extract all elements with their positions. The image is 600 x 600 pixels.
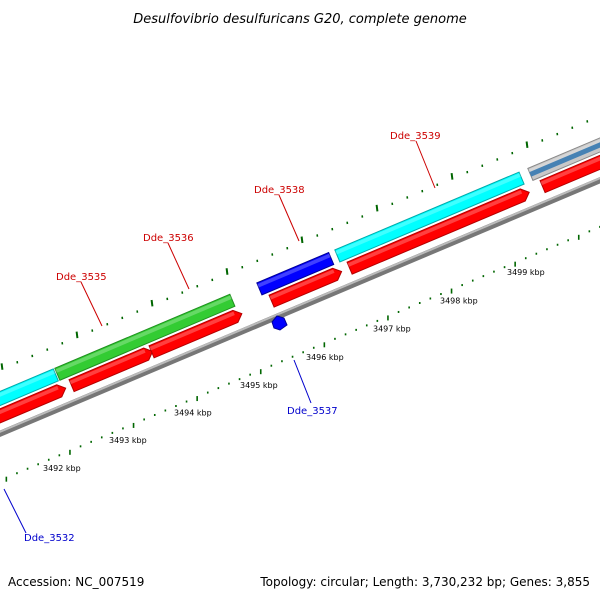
cds-red-lower-2[interactable] <box>68 347 154 393</box>
leader-dde3535 <box>80 281 103 327</box>
upper-tick-major <box>225 268 229 275</box>
accession-text: Accession: NC_007519 <box>8 575 144 589</box>
gene-label-dde3538[interactable]: Dde_3538 <box>254 185 305 196</box>
gene-labels: Dde_3539 Dde_3538 Dde_3536 Dde_3535 Dde_… <box>24 131 441 544</box>
axis-label: 3492 kbp <box>43 464 81 473</box>
gene-label-dde3535[interactable]: Dde_3535 <box>56 272 107 283</box>
axis-label: 3499 kbp <box>507 268 545 277</box>
upper-tick-major <box>450 173 454 180</box>
cds-red-lower-6[interactable] <box>539 152 600 194</box>
leader-dde3538 <box>278 194 300 242</box>
axis-label: 3498 kbp <box>440 296 478 305</box>
label-leaders <box>3 140 436 534</box>
genome-summary-text: Topology: circular; Length: 3,730,232 bp… <box>259 575 590 589</box>
upper-tick-row <box>0 120 589 370</box>
cds-cyan-upper-1[interactable] <box>0 368 59 418</box>
gene-label-dde3532[interactable]: Dde_3532 <box>24 533 75 544</box>
axis-label: 3496 kbp <box>306 353 344 362</box>
upper-tick-major <box>375 204 379 212</box>
cds-green-upper[interactable] <box>54 293 236 381</box>
gene-label-dde3537[interactable]: Dde_3537 <box>287 406 338 417</box>
cds-blue-upper[interactable] <box>256 251 335 296</box>
gene-label-dde3536[interactable]: Dde_3536 <box>143 233 194 244</box>
upper-tick-major <box>300 236 304 244</box>
cds-steel-upper[interactable] <box>529 141 600 177</box>
leader-dde3532 <box>3 488 27 534</box>
leader-dde3537 <box>293 359 312 404</box>
leader-dde3539 <box>415 140 436 189</box>
gene-label-dde3539[interactable]: Dde_3539 <box>390 131 441 142</box>
cds-red-lower-4[interactable] <box>268 267 343 308</box>
cds-red-lower-3[interactable] <box>148 309 243 359</box>
axis-label: 3493 kbp <box>109 436 147 445</box>
axis-label: 3497 kbp <box>373 325 411 334</box>
cds-blue-small[interactable] <box>271 315 288 331</box>
feature-track <box>0 137 600 433</box>
position-axis: 3492 kbp 3493 kbp 3494 kbp 3495 kbp 3496 kbp… <box>5 225 600 482</box>
upper-tick-major <box>525 141 529 149</box>
axis-label: 3495 kbp <box>240 381 278 390</box>
genome-backbone <box>0 176 600 438</box>
upper-tick-major <box>0 363 4 370</box>
cds-red-lower-5[interactable] <box>346 188 530 275</box>
map-title: Desulfovibrio desulfuricans G20, complet… <box>133 12 467 27</box>
upper-tick-major <box>75 331 79 339</box>
cds-red-lower-1[interactable] <box>0 384 67 433</box>
upper-tick-major <box>150 299 154 307</box>
axis-label: 3494 kbp <box>174 409 212 418</box>
cds-cyan-upper-2[interactable] <box>334 171 525 263</box>
leader-dde3536 <box>167 242 190 290</box>
